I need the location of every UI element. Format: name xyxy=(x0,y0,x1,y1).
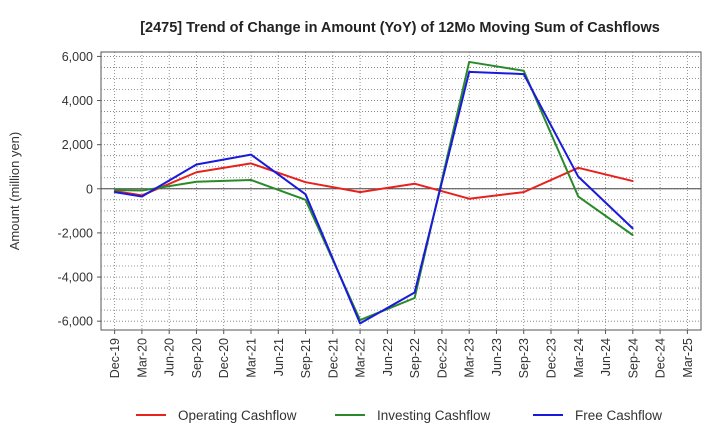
data-point-free-cashflow xyxy=(413,291,416,294)
x-tick-label: Mar-22 xyxy=(354,338,368,378)
data-point-free-cashflow xyxy=(250,153,252,156)
data-point-operating-cashflow xyxy=(632,180,634,182)
x-tick-label: Jun-23 xyxy=(490,338,504,376)
x-tick-label: Mar-25 xyxy=(681,338,695,378)
data-point-free-cashflow xyxy=(359,322,361,325)
data-point-operating-cashflow xyxy=(304,181,307,183)
x-tick-label: Dec-20 xyxy=(217,338,231,378)
y-tick-label: 2,000 xyxy=(62,138,93,152)
data-point-investing-cashflow xyxy=(141,189,143,192)
x-tick-label: Jun-24 xyxy=(599,338,613,376)
y-tick-label: 0 xyxy=(86,182,93,196)
legend-label-investing-cashflow: Investing Cashflow xyxy=(377,408,491,423)
x-tick-label: Mar-21 xyxy=(245,338,259,378)
x-tick-label: Mar-24 xyxy=(572,338,586,378)
legend-label-free-cashflow: Free Cashflow xyxy=(575,408,662,423)
y-tick-label: 4,000 xyxy=(62,94,93,108)
x-tick-label: Mar-23 xyxy=(463,338,477,378)
y-tick-labels: -6,000 -4,000 -2,000 0 2,000 4,000 6,000 xyxy=(58,50,101,329)
data-point-operating-cashflow xyxy=(413,182,416,185)
data-point-free-cashflow xyxy=(632,227,634,230)
plot-area xyxy=(100,51,702,331)
data-point-free-cashflow xyxy=(468,71,470,73)
data-point-free-cashflow xyxy=(195,163,198,166)
data-point-operating-cashflow xyxy=(359,191,361,193)
data-point-investing-cashflow xyxy=(195,180,198,183)
data-point-free-cashflow xyxy=(141,195,143,198)
data-point-investing-cashflow xyxy=(468,61,470,63)
legend: Operating Cashflow Investing Cashflow Free… xyxy=(136,408,662,423)
data-point-investing-cashflow xyxy=(632,234,634,236)
data-point-operating-cashflow xyxy=(577,167,580,169)
data-point-investing-cashflow xyxy=(113,189,116,191)
x-tick-label: Jun-21 xyxy=(272,338,286,376)
x-tick-label: Dec-19 xyxy=(108,338,122,378)
x-tick-label: Dec-21 xyxy=(326,338,340,378)
data-point-investing-cashflow xyxy=(250,179,252,181)
y-tick-label: 6,000 xyxy=(62,50,93,64)
x-tick-label: Sep-23 xyxy=(517,338,531,378)
data-point-investing-cashflow xyxy=(304,199,307,201)
x-tick-label: Dec-23 xyxy=(545,338,559,378)
series-layer xyxy=(113,60,634,325)
chart-title: [2475] Trend of Change in Amount (YoY) o… xyxy=(140,20,660,36)
data-point-free-cashflow xyxy=(304,193,307,196)
x-tick-label: Sep-24 xyxy=(626,338,640,378)
data-point-free-cashflow xyxy=(113,191,116,193)
y-axis-label: Amount (million yen) xyxy=(7,132,22,251)
data-point-operating-cashflow xyxy=(250,162,252,165)
data-point-operating-cashflow xyxy=(195,171,198,174)
x-tick-label: Sep-21 xyxy=(299,338,313,378)
y-tick-label: -4,000 xyxy=(58,271,93,285)
y-tick-label: -6,000 xyxy=(58,315,93,329)
data-point-investing-cashflow xyxy=(413,297,416,299)
x-tick-label: Sep-20 xyxy=(190,338,204,378)
y-tick-label: -2,000 xyxy=(58,226,93,240)
x-tick-label: Jun-20 xyxy=(163,338,177,376)
x-tick-label: Jun-22 xyxy=(381,338,395,376)
x-tick-labels: Dec-19 Mar-20 Jun-20 Sep-20 Dec-20 Mar-21 Jun-… xyxy=(108,330,695,378)
data-point-operating-cashflow xyxy=(522,191,525,193)
x-tick-label: Dec-24 xyxy=(654,338,668,378)
x-tick-label: Mar-20 xyxy=(135,338,149,378)
x-tick-label: Dec-22 xyxy=(435,338,449,378)
x-tick-label: Sep-22 xyxy=(408,338,422,378)
data-point-investing-cashflow xyxy=(522,69,525,72)
data-point-free-cashflow xyxy=(577,175,580,178)
legend-label-operating-cashflow: Operating Cashflow xyxy=(178,408,297,423)
data-point-operating-cashflow xyxy=(468,197,470,200)
data-point-investing-cashflow xyxy=(577,195,580,198)
data-point-free-cashflow xyxy=(522,73,525,75)
